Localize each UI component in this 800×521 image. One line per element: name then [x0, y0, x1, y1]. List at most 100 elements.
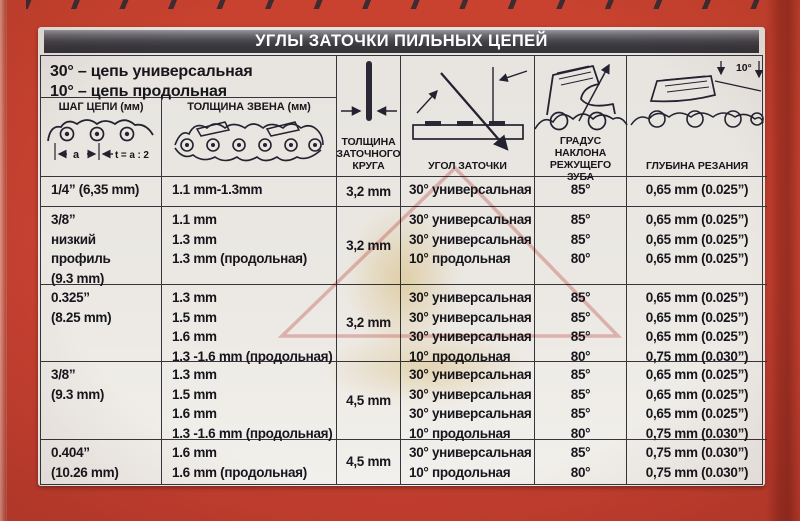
pitch-dim-label: a — [73, 149, 80, 161]
sharpening-table: 30° – цепь универсальная 10° – цепь прод… — [40, 55, 767, 485]
thickness-cell: 1.1 mm 1.3 mm 1.3 mm (продольная) — [162, 207, 337, 285]
cell-line: 3/8” — [51, 212, 76, 227]
col-header-wheel-label: ТОЛЩИНА ЗАТОЧНОГО КРУГА — [336, 136, 401, 172]
pitch-cell: 3/8” (9.3 mm) — [41, 362, 162, 440]
cell-line: 30° универсальная — [409, 329, 532, 344]
col-header-angle-label: УГОЛ ЗАТОЧКИ — [428, 160, 507, 172]
cell-line: 0,65 mm (0.025”) — [645, 367, 749, 382]
cell-line: 85° — [570, 386, 591, 402]
wheel-cell: 3,2 mm — [337, 177, 401, 207]
cell-line: 4,5 mm — [346, 392, 391, 408]
tooth-incline-icon — [533, 63, 628, 131]
page-title: УГЛЫ ЗАТОЧКИ ПИЛЬНЫХ ЦЕПЕЙ — [44, 30, 759, 53]
cell-line: 30° универсальная — [409, 386, 532, 402]
wheel-cell: 4,5 mm — [337, 362, 401, 440]
card-left-edge — [0, 0, 7, 521]
cell-line: 85° — [570, 367, 591, 382]
cell-line: 3,2 mm — [346, 315, 391, 331]
wheel-cell: 3,2 mm — [337, 207, 401, 285]
legend: 30° – цепь универсальная 10° – цепь прод… — [41, 56, 337, 100]
thickness-cell: 1.3 mm 1.5 mm 1.6 mm 1.3 -1.6 mm (продол… — [162, 362, 337, 441]
cell-line: 30° универсальная — [409, 367, 532, 382]
cell-line: 1.3 mm — [172, 290, 217, 305]
cell-line: 1.3 mm (продольная) — [172, 251, 307, 266]
cell-line: 0,75 mm (0.030”) — [645, 445, 749, 460]
card-right-edge-shadow — [766, 0, 800, 521]
cell-line: 30° универсальная — [409, 231, 532, 247]
thickness-cell: 1.3 mm 1.5 mm 1.6 mm 1.3 -1.6 mm (продол… — [162, 285, 337, 364]
cell-line: 1.6 mm (продольная) — [172, 464, 307, 480]
cell-line: 30° универсальная — [409, 406, 532, 421]
cell-line: 80° — [570, 464, 591, 480]
depth-cell: 0,65 mm (0.025”) 0,65 mm (0.025”) 0,65 m… — [627, 285, 767, 364]
cell-line: 3,2 mm — [346, 183, 391, 199]
legend-line-rip: 10° – цепь продольная — [50, 83, 227, 100]
depth-angle-label: 10° — [736, 62, 752, 74]
cell-line: (8.25 mm) — [51, 309, 112, 325]
col-header-pitch-label: ШАГ ЦЕПИ (мм) — [58, 101, 144, 113]
depth-cell: 0,65 mm (0.025”) — [627, 177, 767, 207]
depth-cell: 0,65 mm (0.025”) 0,65 mm (0.025”) 0,65 m… — [627, 362, 767, 441]
tooth-cell: 85° 85° 80° — [535, 207, 627, 285]
cell-line: 80° — [570, 348, 591, 364]
sharpening-angle-icon — [411, 67, 527, 151]
cell-line: 30° универсальная — [409, 182, 532, 197]
pitch-cell: 0.404” (10.26 mm) — [41, 440, 162, 484]
cell-line: 4,5 mm — [346, 454, 391, 470]
cell-line: (9.3 mm) — [51, 386, 105, 402]
cell-line: 0,75 mm (0.030”) — [645, 464, 749, 480]
depth-cell: 0,75 mm (0.030”) 0,75 mm (0.030”) — [627, 440, 767, 484]
cell-line: 3,2 mm — [346, 237, 391, 253]
angle-cell: 30° универсальная 30° универсальная 30° … — [401, 362, 535, 441]
cell-line: 10° продольная — [409, 464, 511, 480]
cell-line: 30° универсальная — [409, 309, 532, 325]
angle-cell: 30° универсальная 30° универсальная 30° … — [401, 285, 535, 364]
cell-line: 1.3 mm — [172, 231, 217, 247]
cell-line: 0,75 mm (0.030”) — [645, 425, 749, 441]
cell-line: 1.3 mm — [172, 367, 217, 382]
tooth-cell: 85° 85° 85° 80° — [535, 362, 627, 441]
angle-cell: 30° универсальная — [401, 177, 535, 207]
cell-line: 0,65 mm (0.025”) — [645, 290, 749, 305]
col-header-tooth-label: ГРАДУС НАКЛОНА РЕЖУЩЕГО ЗУБА — [549, 135, 612, 183]
cell-line: 1.3 -1.6 mm (продольная) — [172, 425, 333, 441]
cell-line: 0,65 mm (0.025”) — [645, 309, 749, 325]
cell-line: 0,75 mm (0.030”) — [645, 348, 749, 364]
cell-line: 1.1 mm-1.3mm — [172, 182, 263, 197]
cutting-depth-icon: 10° — [630, 61, 764, 128]
cell-line: 10° продольная — [409, 348, 511, 364]
cell-line: 10° продольная — [409, 425, 511, 441]
cell-line: 85° — [570, 309, 591, 325]
pitch-cell: 0.325” (8.25 mm) — [41, 285, 162, 362]
angle-cell: 30° универсальная 30° универсальная 10° … — [401, 207, 535, 285]
cell-line: 85° — [570, 231, 591, 247]
cell-line: 30° универсальная — [409, 445, 532, 460]
cell-line: 85° — [570, 445, 591, 460]
thickness-cell: 1.6 mm 1.6 mm (продольная) — [162, 440, 337, 484]
cell-line: низкий — [51, 231, 96, 247]
cell-line: 1.5 mm — [172, 309, 217, 325]
thickness-cell: 1.1 mm-1.3mm — [162, 177, 337, 207]
cell-line: 85° — [570, 406, 591, 421]
cell-line: 0.404” — [51, 445, 90, 460]
wheel-cell: 4,5 mm — [337, 440, 401, 484]
angle-cell: 30° универсальная 10° продольная — [401, 440, 535, 484]
legend-line-universal: 30° – цепь универсальная — [50, 63, 253, 80]
col-header-sharpening-angle: УГОЛ ЗАТОЧКИ — [401, 56, 535, 177]
cell-line: (10.26 mm) — [51, 464, 119, 480]
pitch-formula-label: t = a : 2 — [115, 150, 149, 161]
col-header-pitch: ШАГ ЦЕПИ (мм) a t = a : 2 — [41, 98, 162, 177]
cell-line: 30° универсальная — [409, 212, 532, 227]
cell-line: 0,65 mm (0.025”) — [645, 231, 749, 247]
cell-line: 3/8” — [51, 367, 76, 382]
col-header-wheel-thickness: ТОЛЩИНА ЗАТОЧНОГО КРУГА — [336, 56, 401, 177]
cell-line: 85° — [570, 212, 591, 227]
tooth-cell: 85° 80° — [535, 440, 627, 484]
grinding-wheel-icon — [340, 61, 397, 121]
cell-line: 10° продольная — [409, 251, 511, 266]
tooth-cell: 85° 85° 85° 80° — [535, 285, 627, 364]
col-header-cutting-depth: 10° ГЛУБИНА РЕЗАНИЯ — [627, 56, 767, 177]
cell-line: 1/4” (6,35 mm) — [51, 182, 140, 197]
cell-line: (9.3 mm) — [51, 270, 105, 286]
cell-line: 0,65 mm (0.025”) — [645, 212, 749, 227]
